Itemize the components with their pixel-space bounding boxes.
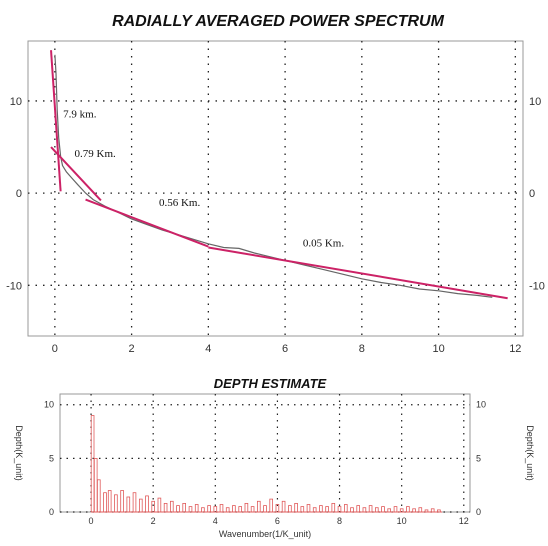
spectrum-data-line <box>54 54 493 298</box>
depth-y-tick-right: 10 <box>476 400 486 410</box>
spectrum-x-tick: 4 <box>205 343 211 355</box>
depth-x-tick: 0 <box>89 516 94 526</box>
spectrum-title: RADIALLY AVERAGED POWER SPECTRUM <box>112 13 445 30</box>
spectrum-y-tick-left: -10 <box>6 280 22 292</box>
depth-y-tick-left: 5 <box>49 453 54 463</box>
spectrum-fit-lines <box>50 50 508 300</box>
spectrum-annotation: 0.05 Km. <box>303 238 345 250</box>
spectrum-fit-line <box>208 246 508 300</box>
spectrum-y-tick-left: 0 <box>16 188 22 200</box>
depth-x-axis-label: Wavenumber(1/K_unit) <box>219 529 311 539</box>
depth-y-axis-label-right: Depth(K_unit) <box>525 425 535 481</box>
spectrum-annotations: 7.9 km. 0.79 Km. 0.56 Km. 0.05 Km. <box>63 109 344 250</box>
depth-y-tick-right: 5 <box>476 453 481 463</box>
depth-x-tick: 6 <box>275 516 280 526</box>
depth-x-tick: 8 <box>337 516 342 526</box>
spectrum-annotation: 0.56 Km. <box>159 197 201 209</box>
spectrum-x-tick: 0 <box>52 343 58 355</box>
depth-title: DEPTH ESTIMATE <box>214 376 327 391</box>
spectrum-fit-line <box>50 146 102 202</box>
spectrum-y-tick-right: -10 <box>529 280 545 292</box>
spectrum-x-tick: 2 <box>129 343 135 355</box>
spectrum-x-tick: 6 <box>282 343 288 355</box>
spectrum-x-tick: 12 <box>509 343 521 355</box>
depth-x-tick: 10 <box>397 516 407 526</box>
depth-y-tick-right: 0 <box>476 507 481 517</box>
spectrum-fit-line <box>50 50 62 192</box>
depth-y-tick-left: 0 <box>49 507 54 517</box>
spectrum-annotation: 0.79 Km. <box>75 148 117 160</box>
spectrum-fit-line <box>85 198 209 248</box>
depth-bars <box>90 415 443 513</box>
depth-x-tick: 12 <box>459 516 469 526</box>
spectrum-x-tick-labels: 0 2 4 6 8 10 12 <box>52 343 522 355</box>
spectrum-y-tick-right: 0 <box>529 188 535 200</box>
spectrum-y-tick-labels: -10 -10 0 0 10 10 <box>6 96 545 292</box>
depth-x-tick: 4 <box>213 516 218 526</box>
depth-plot-frame <box>59 393 471 513</box>
depth-x-tick-labels: 0 2 4 6 8 10 12 <box>89 516 469 526</box>
depth-y-tick-labels: 0 0 5 5 10 10 <box>44 400 486 517</box>
depth-y-axis-label-left: Depth(K_unit) <box>14 425 24 481</box>
spectrum-x-tick: 8 <box>359 343 365 355</box>
spectrum-data-series <box>54 54 493 298</box>
spectrum-y-tick-right: 10 <box>529 96 541 108</box>
spectrum-x-tick: 10 <box>432 343 444 355</box>
spectrum-grid <box>28 41 523 336</box>
depth-x-tick: 2 <box>151 516 156 526</box>
spectrum-annotation: 7.9 km. <box>63 109 97 121</box>
spectrum-y-tick-left: 10 <box>10 96 22 108</box>
depth-y-tick-left: 10 <box>44 400 54 410</box>
